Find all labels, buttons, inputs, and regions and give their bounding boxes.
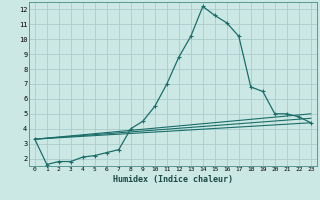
X-axis label: Humidex (Indice chaleur): Humidex (Indice chaleur) [113,175,233,184]
